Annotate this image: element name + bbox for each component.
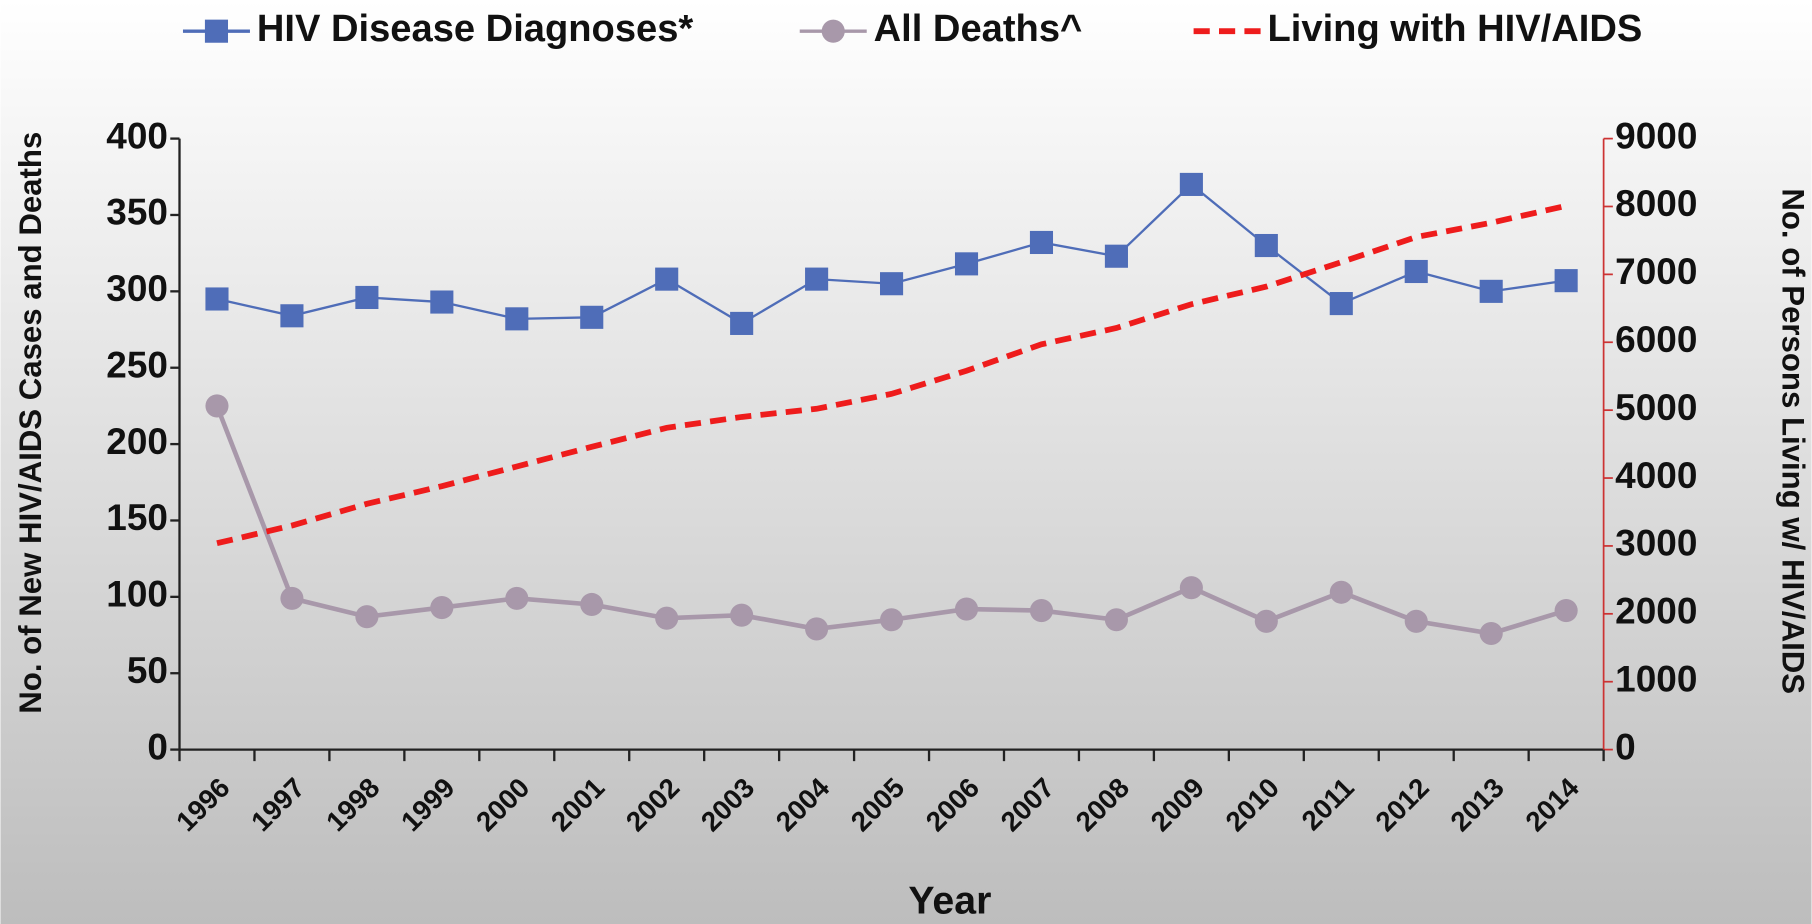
y2-axis-label: No. of Persons Living w/ HIV/AIDS xyxy=(1775,188,1810,694)
legend-marker xyxy=(204,19,229,43)
y-tick-label: 250 xyxy=(106,344,168,385)
y2-tick-label: 0 xyxy=(1615,726,1636,767)
legend-label: Living with HIV/AIDS xyxy=(1268,8,1643,50)
marker xyxy=(1554,269,1578,293)
y2-tick-label: 5000 xyxy=(1615,387,1697,428)
series-line xyxy=(216,202,1567,547)
marker xyxy=(1404,609,1428,633)
y-tick-label: 350 xyxy=(106,192,168,233)
marker xyxy=(805,617,829,641)
legend-label: HIV Disease Diagnoses* xyxy=(257,8,694,50)
marker xyxy=(355,605,379,629)
marker xyxy=(805,267,829,291)
marker xyxy=(1104,244,1128,268)
marker xyxy=(880,608,904,632)
marker xyxy=(1329,580,1353,604)
y-tick-label: 200 xyxy=(106,421,168,462)
marker xyxy=(954,597,979,621)
marker xyxy=(355,285,379,310)
marker xyxy=(1479,279,1503,303)
marker xyxy=(430,595,454,620)
marker xyxy=(730,603,754,627)
y2-tick-label: 8000 xyxy=(1615,183,1697,224)
y-tick-label: 100 xyxy=(106,574,168,615)
y2-tick-label: 1000 xyxy=(1615,658,1697,699)
y2-tick-label: 4000 xyxy=(1615,455,1697,496)
marker xyxy=(1254,233,1278,258)
y2-tick-label: 2000 xyxy=(1615,591,1697,632)
marker xyxy=(1104,608,1128,632)
marker xyxy=(730,311,754,335)
marker xyxy=(205,287,229,311)
marker xyxy=(1029,230,1054,255)
marker xyxy=(280,304,304,328)
marker xyxy=(505,307,529,331)
y-tick-label: 300 xyxy=(106,268,168,309)
marker xyxy=(880,272,904,296)
marker xyxy=(1404,259,1428,284)
marker xyxy=(205,394,229,418)
y2-tick-label: 6000 xyxy=(1615,319,1697,360)
y-tick-label: 50 xyxy=(127,650,168,691)
marker xyxy=(1029,599,1054,623)
marker xyxy=(1179,172,1203,196)
marker xyxy=(1179,576,1203,600)
marker xyxy=(1479,621,1503,646)
marker xyxy=(580,592,604,617)
marker xyxy=(954,252,979,276)
marker xyxy=(280,586,304,610)
y2-tick-label: 7000 xyxy=(1615,251,1697,292)
y-tick-label: 400 xyxy=(106,115,168,156)
marker xyxy=(505,586,529,610)
marker xyxy=(655,267,679,291)
marker xyxy=(1554,599,1578,623)
legend-marker xyxy=(821,19,845,43)
y-tick-label: 150 xyxy=(106,497,168,538)
y-axis-label: No. of New HIV/AIDS Cases and Deaths xyxy=(13,132,48,714)
y2-tick-label: 9000 xyxy=(1615,115,1697,156)
marker xyxy=(430,290,454,314)
y-tick-label: 0 xyxy=(147,726,168,767)
marker xyxy=(1329,292,1353,316)
y2-tick-label: 3000 xyxy=(1615,523,1697,564)
marker xyxy=(580,305,604,329)
x-axis-label: Year xyxy=(908,879,991,923)
marker xyxy=(1254,609,1278,633)
legend-label: All Deaths^ xyxy=(874,8,1083,50)
marker xyxy=(655,606,679,630)
